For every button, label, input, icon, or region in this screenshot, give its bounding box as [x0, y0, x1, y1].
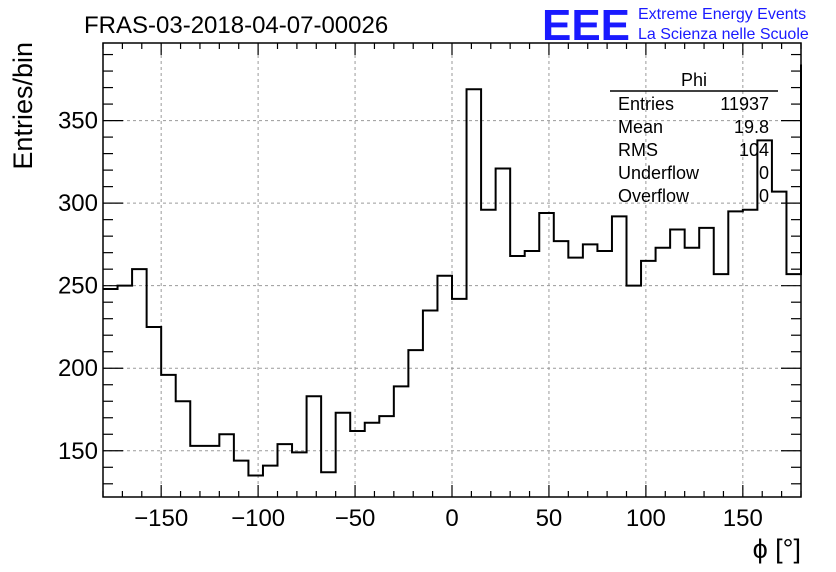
chart-title: FRAS-03-2018-04-07-00026 — [84, 12, 388, 39]
y-tick-label: 200 — [58, 355, 98, 382]
logo-line-2: La Scienza nelle Scuole — [638, 26, 809, 43]
histogram-outline — [103, 64, 802, 477]
stats-row-label: Overflow — [618, 186, 690, 206]
y-tick-label: 300 — [58, 190, 98, 217]
x-tick-label: 0 — [445, 505, 458, 532]
stats-row-label: Entries — [618, 94, 674, 114]
x-tick-label: −50 — [335, 505, 376, 532]
stats-row-label: RMS — [618, 140, 658, 160]
x-axis-label: ϕ [°] — [753, 534, 801, 564]
eee-logo-icon: EEE — [542, 1, 630, 50]
stats-row-value: 19.8 — [734, 117, 769, 137]
x-tick-labels: −150 −100 −50 0 50 100 150 — [134, 505, 763, 532]
y-tick-label: 150 — [58, 438, 98, 465]
x-tick-label: −100 — [231, 505, 285, 532]
stats-row-value: 0 — [759, 163, 769, 183]
x-tick-label: 150 — [723, 505, 763, 532]
logo-line-1: Extreme Energy Events — [638, 6, 806, 23]
grid — [103, 43, 801, 497]
stats-row-label: Mean — [618, 117, 663, 137]
y-tick-label: 350 — [58, 108, 98, 135]
stats-box-title: Phi — [681, 70, 707, 90]
axis-ticks — [102, 43, 802, 497]
y-tick-label: 250 — [58, 273, 98, 300]
x-tick-label: 50 — [536, 505, 563, 532]
x-tick-label: 100 — [626, 505, 666, 532]
stats-row-value: 11937 — [720, 94, 769, 114]
stats-row-value: 104 — [739, 140, 769, 160]
y-tick-labels: 150 200 250 300 350 — [58, 108, 98, 465]
stats-rows: Entries 11937 Mean 19.8 RMS 104 Underflow 0 Over… — [618, 94, 769, 206]
y-axis-label: Entries/bin — [8, 42, 38, 170]
stats-row-label: Underflow — [618, 163, 700, 183]
x-tick-label: −150 — [134, 505, 188, 532]
stats-box: Phi Entries 11937 Mean 19.8 RMS 104 Underflow 0… — [610, 70, 778, 206]
stats-row-value: 0 — [759, 186, 769, 206]
